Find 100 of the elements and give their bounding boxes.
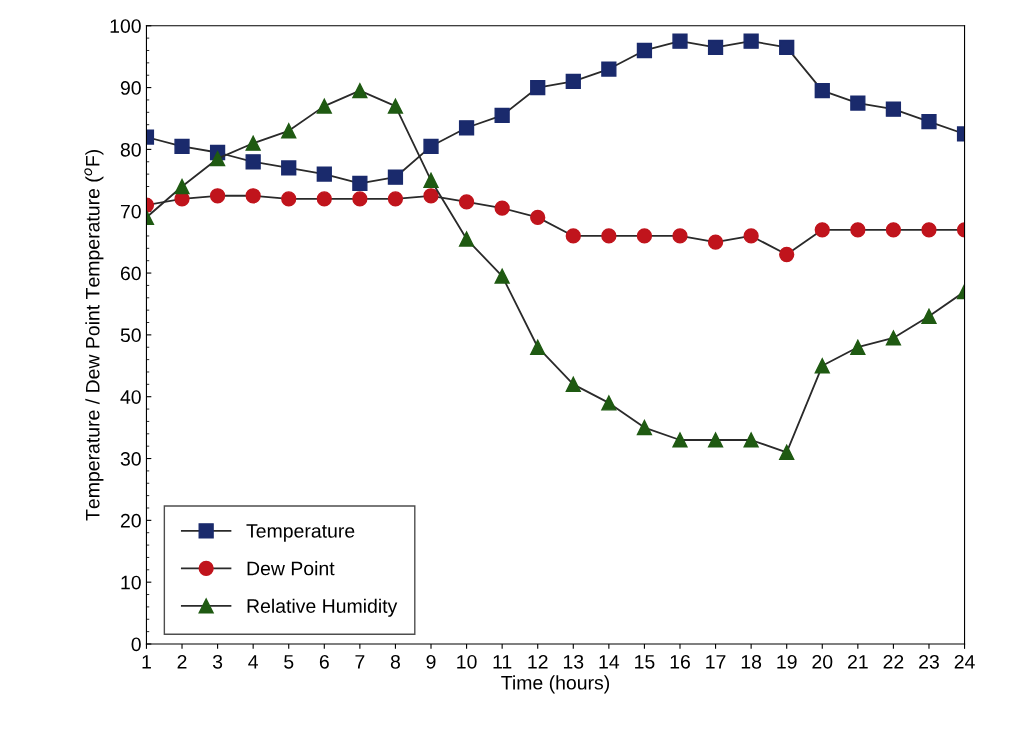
- point: [209, 151, 226, 167]
- point: [316, 98, 332, 114]
- point: [601, 61, 617, 77]
- point: [672, 432, 688, 448]
- point: [921, 222, 937, 238]
- x-tick-label: 24: [954, 654, 975, 669]
- y-tick-label: 70: [120, 204, 141, 219]
- point: [458, 194, 475, 210]
- point: [245, 135, 261, 151]
- point: [743, 33, 759, 49]
- point: [387, 98, 404, 114]
- point: [494, 268, 510, 284]
- point: [601, 395, 617, 411]
- x-tick-label: 13: [563, 654, 584, 669]
- y-tick-label: 80: [120, 142, 141, 157]
- point: [779, 246, 795, 263]
- legend-label: Temperature: [246, 524, 355, 542]
- point: [423, 138, 439, 154]
- point: [636, 419, 653, 436]
- point: [565, 376, 581, 392]
- point: [814, 358, 830, 374]
- x-tick-label: 2: [177, 654, 187, 669]
- x-tick-label: 18: [741, 654, 762, 669]
- point: [921, 113, 937, 130]
- point: [281, 191, 297, 207]
- x-tick-label: 17: [706, 655, 726, 669]
- point: [814, 222, 830, 238]
- point: [458, 120, 475, 136]
- point: [174, 138, 190, 154]
- x-tick-label: 19: [777, 654, 797, 669]
- point: [494, 107, 510, 124]
- point: [494, 200, 510, 216]
- x-tick-label: 20: [812, 654, 833, 669]
- point: [245, 188, 261, 204]
- x-tick-label: 12: [528, 654, 548, 669]
- y-tick-label: 60: [120, 266, 141, 281]
- point: [707, 39, 724, 56]
- x-tick-label: 9: [426, 654, 436, 669]
- point: [850, 339, 866, 355]
- y-tick-label: 90: [120, 81, 141, 95]
- point: [636, 42, 653, 59]
- point: [387, 169, 404, 185]
- point: [707, 432, 724, 448]
- point: [850, 222, 866, 238]
- point: [281, 123, 297, 139]
- y-tick-label: 0: [131, 637, 141, 652]
- y-tick-label: 10: [121, 575, 141, 590]
- point: [743, 228, 759, 244]
- point: [316, 191, 332, 207]
- x-tick-label: 15: [635, 655, 655, 669]
- point: [707, 234, 724, 250]
- point: [352, 191, 368, 207]
- point: [921, 308, 937, 324]
- point: [885, 222, 902, 238]
- point: [885, 101, 902, 117]
- point: [245, 154, 261, 170]
- x-tick-label: 7: [355, 655, 365, 669]
- y-tick-label: 40: [120, 390, 141, 404]
- y-tick-label: 100: [110, 19, 141, 33]
- y-tick-label: 20: [120, 513, 141, 528]
- point: [636, 228, 653, 244]
- x-tick-label: 23: [919, 654, 939, 669]
- point: [281, 160, 297, 176]
- x-tick-label: 5: [284, 655, 294, 669]
- x-tick-label: 22: [883, 654, 904, 669]
- x-tick-label: 1: [142, 655, 151, 669]
- point: [530, 209, 546, 226]
- point: [423, 188, 439, 204]
- point: [814, 83, 830, 99]
- point: [672, 33, 688, 49]
- point: [352, 83, 368, 99]
- point: [174, 178, 190, 195]
- x-tick-label: 3: [212, 654, 223, 669]
- x-tick-label: 6: [319, 654, 329, 669]
- point: [530, 339, 546, 355]
- x-axis-title: Time (hours): [501, 675, 610, 694]
- point: [672, 228, 688, 244]
- legend-label: Dew Point: [247, 561, 335, 576]
- point: [352, 175, 368, 192]
- point: [209, 188, 226, 204]
- point: [423, 172, 439, 188]
- legend-label: Relative Humidity: [247, 598, 398, 617]
- x-tick-label: 16: [670, 654, 690, 669]
- point: [779, 39, 795, 56]
- x-tick-label: 21: [848, 654, 868, 669]
- x-tick-label: 11: [493, 655, 512, 669]
- point: [565, 228, 581, 244]
- point: [458, 231, 475, 247]
- point: [779, 444, 795, 460]
- y-tick-label: 30: [120, 452, 141, 466]
- point: [601, 228, 617, 244]
- point: [387, 191, 404, 207]
- x-tick-label: 4: [248, 655, 258, 669]
- x-tick-label: 8: [390, 654, 400, 669]
- y-tick-label: 50: [120, 328, 141, 343]
- point: [885, 330, 902, 346]
- x-tick-label: 14: [599, 655, 620, 669]
- point: [850, 95, 866, 111]
- point: [530, 79, 546, 96]
- point: [743, 432, 759, 448]
